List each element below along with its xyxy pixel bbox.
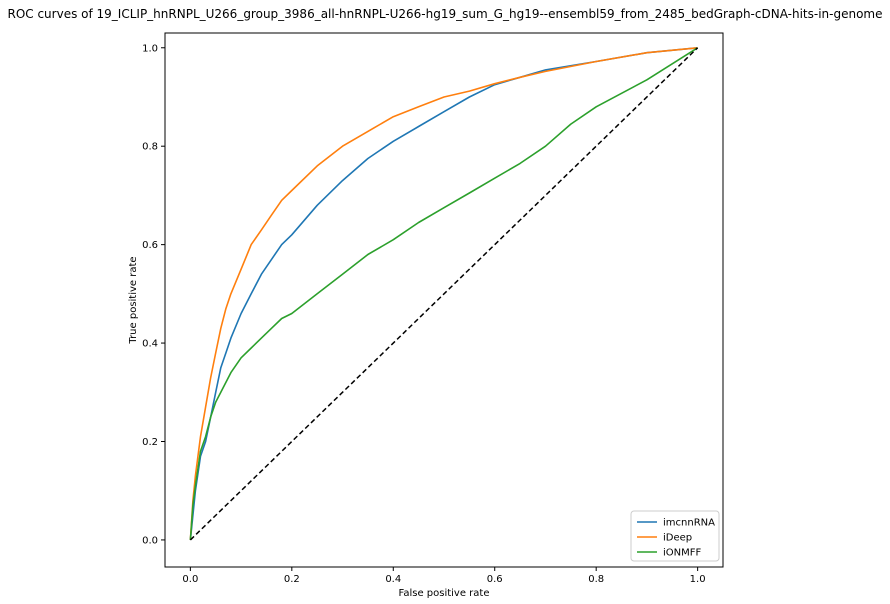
x-tick-label: 1.0 — [690, 574, 706, 585]
y-axis-ticks: 0.0 0.2 0.4 0.6 0.8 1.0 — [142, 43, 165, 546]
y-tick-label: 0.0 — [142, 535, 158, 546]
y-tick-label: 0.6 — [142, 240, 158, 251]
x-tick-label: 0.2 — [284, 574, 300, 585]
x-axis-label: False positive rate — [399, 588, 490, 599]
chance-diagonal-line — [189, 47, 699, 541]
y-tick-label: 0.2 — [142, 437, 158, 448]
x-axis-ticks: 0.0 0.2 0.4 0.6 0.8 1.0 — [182, 567, 706, 585]
legend: imcnnRNA iDeep iONMFF — [630, 510, 720, 562]
y-tick-label: 0.8 — [142, 142, 158, 153]
chart-title: ROC curves of 19_ICLIP_hnRNPL_U266_group… — [7, 7, 882, 21]
y-tick-label: 0.4 — [142, 339, 158, 350]
legend-label-ionmff: iONMFF — [663, 548, 702, 559]
legend-box — [630, 510, 720, 562]
x-tick-label: 0.0 — [182, 574, 198, 585]
x-tick-label: 0.6 — [487, 574, 503, 585]
y-axis-label: True positive rate — [128, 256, 139, 344]
x-tick-label: 0.4 — [385, 574, 401, 585]
x-tick-label: 0.8 — [588, 574, 604, 585]
series-line-ideep — [189, 47, 698, 540]
y-tick-label: 1.0 — [142, 43, 158, 54]
legend-label-imcnnrna: imcnnRNA — [663, 518, 715, 529]
series-layer — [189, 47, 699, 541]
series-line-ionmff — [189, 47, 699, 540]
plot-area — [165, 33, 723, 567]
legend-label-ideep: iDeep — [663, 533, 692, 544]
plot-frame — [164, 32, 724, 568]
